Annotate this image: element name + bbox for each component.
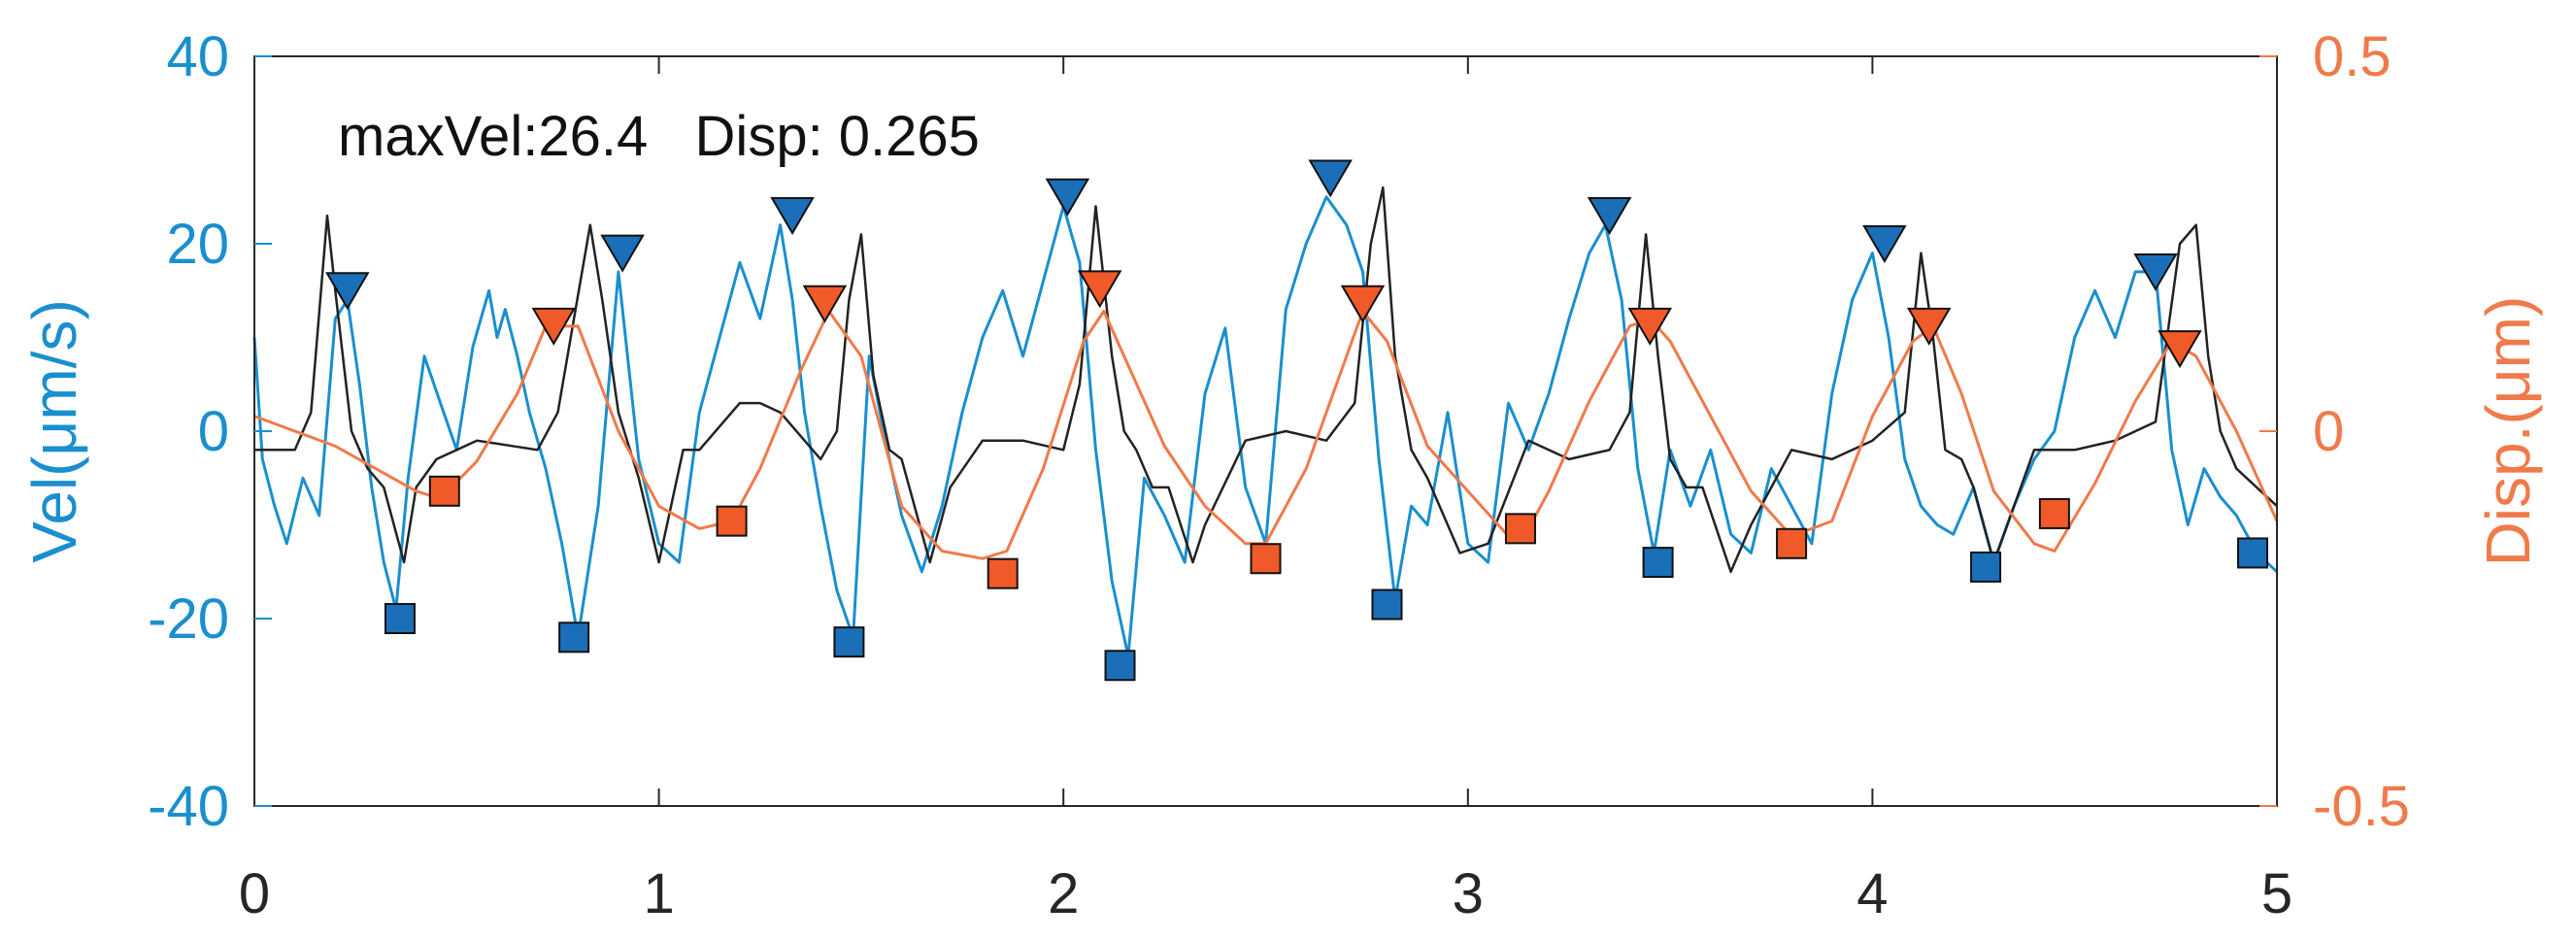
triangle-marker — [1627, 307, 1673, 346]
y-left-tick-label: 40 — [166, 25, 229, 88]
square-marker — [716, 505, 748, 537]
y-right-tick-label: -0.5 — [2313, 775, 2410, 838]
x-tick-label: 1 — [643, 862, 674, 925]
y-left-tick-label: -40 — [148, 775, 229, 838]
x-tick-label: 5 — [2261, 862, 2292, 925]
series-line-1 — [254, 185, 2278, 574]
axis-layer: 0 1 2 3 4 5 40 20 0 -20 -40 0.5 0 -0.5 — [148, 25, 2410, 925]
chart-annotation: maxVel:26.4 Disp: 0.265 — [338, 105, 980, 168]
square-marker — [2237, 537, 2269, 569]
series-line-0 — [252, 195, 2279, 658]
triangle-marker — [802, 285, 848, 323]
triangle-marker — [2133, 252, 2178, 291]
square-marker — [384, 603, 416, 634]
y-axis-right-label: Disp.(μm) — [2473, 296, 2543, 567]
marker-layer — [325, 159, 2269, 682]
triangle-marker — [600, 234, 645, 273]
triangle-marker — [325, 272, 370, 311]
triangle-marker — [531, 307, 577, 346]
plot-area — [254, 56, 2277, 806]
y-left-tick-label: -20 — [148, 588, 229, 651]
triangle-marker — [1587, 197, 1632, 236]
square-marker — [833, 626, 865, 658]
y-right-tick-label: 0 — [2313, 400, 2344, 463]
series-layer — [252, 185, 2279, 658]
square-marker — [1504, 513, 1536, 545]
square-marker — [1104, 650, 1136, 682]
triangle-marker — [1308, 159, 1353, 198]
square-marker — [987, 557, 1019, 589]
y-axis-left-label: Vel(μm/s) — [19, 299, 89, 563]
x-tick-label: 4 — [1857, 862, 1888, 925]
y-left-tick-label: 0 — [198, 400, 229, 463]
square-marker — [1776, 527, 1808, 559]
square-marker — [428, 475, 460, 507]
x-tick-label: 2 — [1048, 862, 1079, 925]
y-left-tick-label: 20 — [166, 213, 229, 276]
square-marker — [1642, 547, 1674, 579]
x-tick-label: 0 — [239, 862, 270, 925]
square-marker — [2038, 497, 2070, 529]
triangle-marker — [770, 197, 815, 236]
y-right-tick-label: 0.5 — [2313, 25, 2392, 88]
triangle-marker — [1045, 178, 1090, 217]
series-line-2 — [253, 310, 2279, 560]
triangle-marker — [2158, 330, 2202, 369]
square-marker — [1970, 551, 2002, 583]
triangle-marker — [1862, 225, 1907, 263]
square-marker — [558, 621, 590, 654]
square-marker — [1371, 588, 1403, 621]
triangle-marker — [1340, 285, 1386, 323]
triangle-marker — [1077, 270, 1122, 309]
square-marker — [1250, 543, 1282, 575]
triangle-marker — [1906, 307, 1952, 346]
x-tick-label: 3 — [1453, 862, 1484, 925]
